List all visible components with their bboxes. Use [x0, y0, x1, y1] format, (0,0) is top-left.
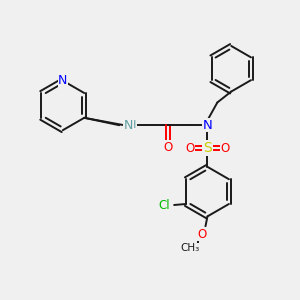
Text: O: O — [197, 228, 206, 241]
Text: N: N — [124, 119, 133, 132]
Text: H: H — [128, 120, 136, 130]
Text: S: S — [203, 141, 212, 155]
Text: O: O — [185, 142, 194, 154]
Text: CH₃: CH₃ — [180, 243, 199, 253]
Text: O: O — [221, 142, 230, 154]
Text: N: N — [202, 119, 212, 132]
Text: Cl: Cl — [158, 200, 170, 212]
Text: O: O — [163, 140, 172, 154]
Text: N: N — [58, 74, 68, 87]
